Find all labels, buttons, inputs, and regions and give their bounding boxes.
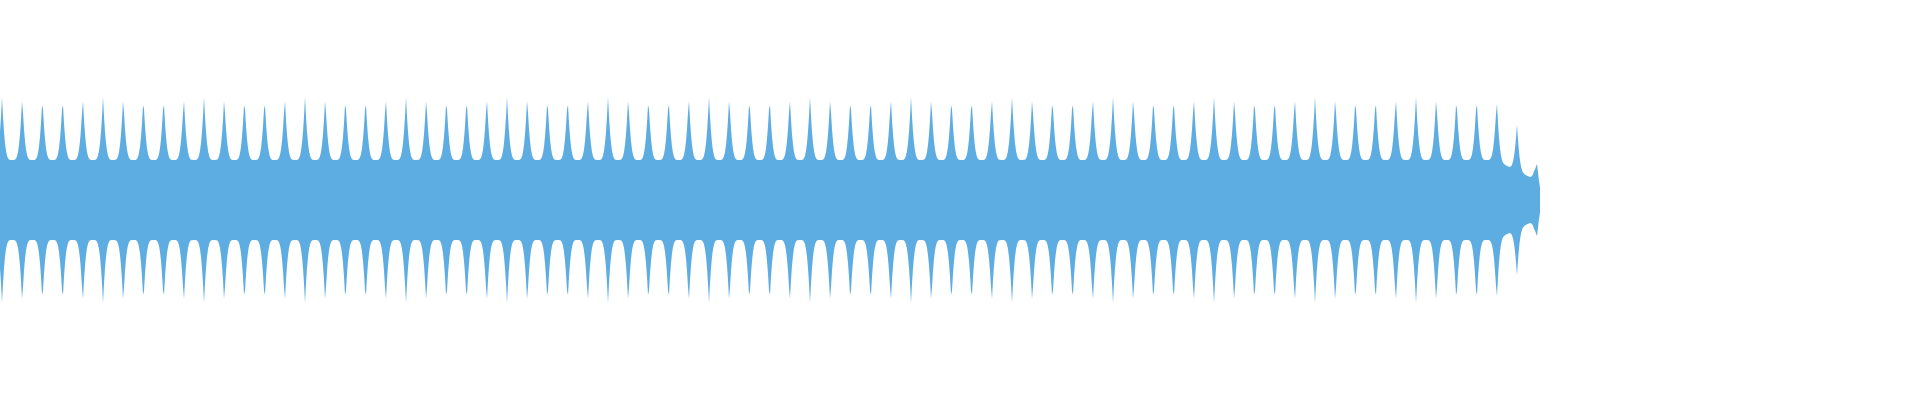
waveform xyxy=(0,97,1540,303)
